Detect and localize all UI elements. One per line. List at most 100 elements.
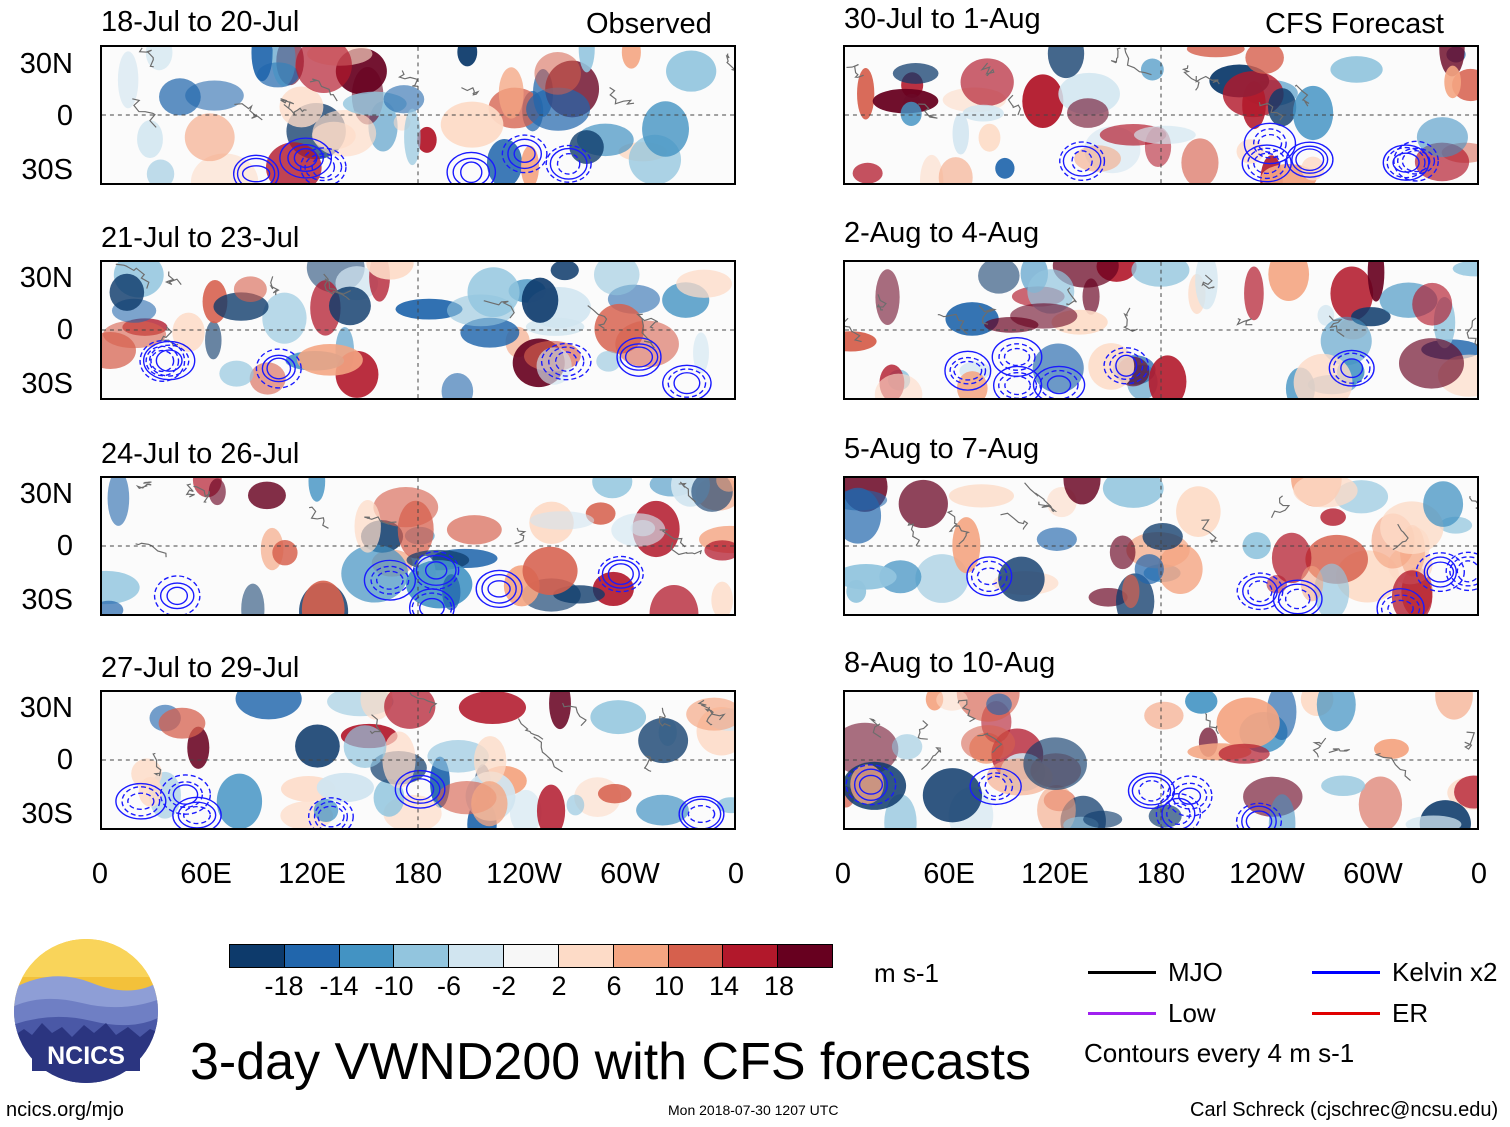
coastline xyxy=(1294,84,1310,107)
anomaly-blob xyxy=(852,162,883,183)
colorbar-label: 2 xyxy=(551,971,567,1001)
kelvin-contour xyxy=(853,768,888,801)
x-label: 120E xyxy=(278,858,346,890)
anomaly-blob xyxy=(1109,535,1136,570)
anomaly-blob xyxy=(891,734,923,760)
anomaly-blob xyxy=(1320,316,1372,366)
map-panel-right-4 xyxy=(843,690,1479,830)
anomaly-blob xyxy=(1293,353,1353,398)
kelvin-contour xyxy=(1059,141,1106,181)
coastline xyxy=(658,707,671,727)
anomaly-blob xyxy=(117,51,139,109)
kelvin-contour xyxy=(1171,782,1208,810)
coastline xyxy=(364,516,397,525)
colorbar-label: 10 xyxy=(653,971,685,1001)
colorbar-label: -10 xyxy=(374,971,414,1001)
logo-text: NCICS xyxy=(47,1042,125,1070)
kelvin-contour xyxy=(1392,152,1420,173)
x-label: 60W xyxy=(1343,858,1403,890)
kelvin-contour xyxy=(1004,375,1032,396)
coastline xyxy=(1201,274,1215,289)
anomaly-blob xyxy=(529,511,595,530)
coastline xyxy=(324,278,351,295)
coastline xyxy=(115,263,150,289)
anomaly-blob xyxy=(473,736,507,785)
anomaly-field xyxy=(102,692,734,828)
anomaly-blob xyxy=(1140,58,1164,81)
kelvin-contour xyxy=(127,792,155,811)
coastline xyxy=(369,714,382,735)
anomaly-blob xyxy=(1082,278,1100,315)
anomaly-blob xyxy=(427,739,489,773)
anomaly-blob xyxy=(384,692,436,729)
anomaly-blob xyxy=(915,554,969,603)
kelvin-contour xyxy=(976,567,1002,586)
kelvin-contour xyxy=(944,350,992,391)
anomaly-blob xyxy=(1268,88,1297,127)
footer-timestamp: Mon 2018-07-30 1207 UTC xyxy=(668,1102,839,1118)
kelvin-contour xyxy=(1253,152,1281,175)
panel-title-left-3: 24-Jul to 26-Jul xyxy=(101,438,300,470)
anomaly-blob xyxy=(354,499,381,553)
anomaly-blob xyxy=(145,47,173,71)
anomaly-field xyxy=(102,47,734,183)
kelvin-contour xyxy=(121,786,161,817)
anomaly-blob xyxy=(1358,776,1403,828)
legend-label: Low xyxy=(1168,998,1216,1028)
kelvin-contour xyxy=(1166,775,1213,817)
map-panel-left-2 xyxy=(100,260,736,400)
anomaly-blob xyxy=(1142,522,1183,551)
coastline xyxy=(678,481,696,503)
anomaly-blob xyxy=(566,794,585,816)
legend-line-er xyxy=(1312,1011,1380,1015)
anomaly-blob xyxy=(1416,117,1468,158)
coastline xyxy=(461,86,480,96)
colorbar-units: m s-1 xyxy=(874,958,939,988)
kelvin-contour xyxy=(167,781,204,808)
kelvin-contour xyxy=(619,343,659,371)
anomaly-blob xyxy=(845,487,882,544)
anomaly-blob xyxy=(936,692,968,711)
anomaly-blob xyxy=(1292,85,1334,141)
colorbar-swatch xyxy=(449,945,505,967)
coastline xyxy=(1066,287,1077,306)
anomaly-blob xyxy=(590,700,647,735)
coastline xyxy=(164,271,182,286)
kelvin-contour xyxy=(1235,802,1283,828)
colorbar-swatch xyxy=(613,945,669,967)
anomaly-blob xyxy=(956,371,988,398)
kelvin-contour xyxy=(1241,805,1277,828)
anomaly-blob xyxy=(986,693,1012,716)
coastline xyxy=(562,702,587,727)
kelvin-contour xyxy=(155,349,183,372)
coastline xyxy=(1124,47,1152,76)
kelvin-contour xyxy=(678,795,725,828)
legend-item-kelvin: Kelvin x2 xyxy=(1312,959,1498,985)
kelvin-contour xyxy=(673,372,701,395)
anomaly-blob xyxy=(1293,478,1358,508)
anomaly-blob xyxy=(272,539,298,566)
anomaly-blob xyxy=(458,692,527,725)
kelvin-contour xyxy=(998,371,1038,398)
map-panel-left-1 xyxy=(100,45,736,185)
coastline xyxy=(308,506,329,529)
coastline xyxy=(1270,495,1291,518)
anomaly-blob xyxy=(593,262,640,296)
kelvin-contour xyxy=(172,784,199,805)
kelvin-contour xyxy=(1245,810,1273,828)
kelvin-contour xyxy=(394,769,446,809)
anomaly-blob xyxy=(892,63,939,84)
coastline xyxy=(670,542,702,556)
anomaly-blob xyxy=(978,123,1001,152)
footer-url-link[interactable]: ncics.org/mjo xyxy=(6,1099,124,1121)
anomaly-blob xyxy=(578,47,595,73)
kelvin-contour xyxy=(1155,793,1202,828)
kelvin-contour xyxy=(545,144,592,183)
anomaly-blob xyxy=(279,86,324,128)
anomaly-blob xyxy=(962,104,1004,122)
anomaly-blob xyxy=(919,154,944,183)
coastline xyxy=(845,317,862,343)
coastline xyxy=(907,522,921,546)
anomaly-blob xyxy=(569,130,604,164)
anomaly-blob xyxy=(898,479,948,529)
